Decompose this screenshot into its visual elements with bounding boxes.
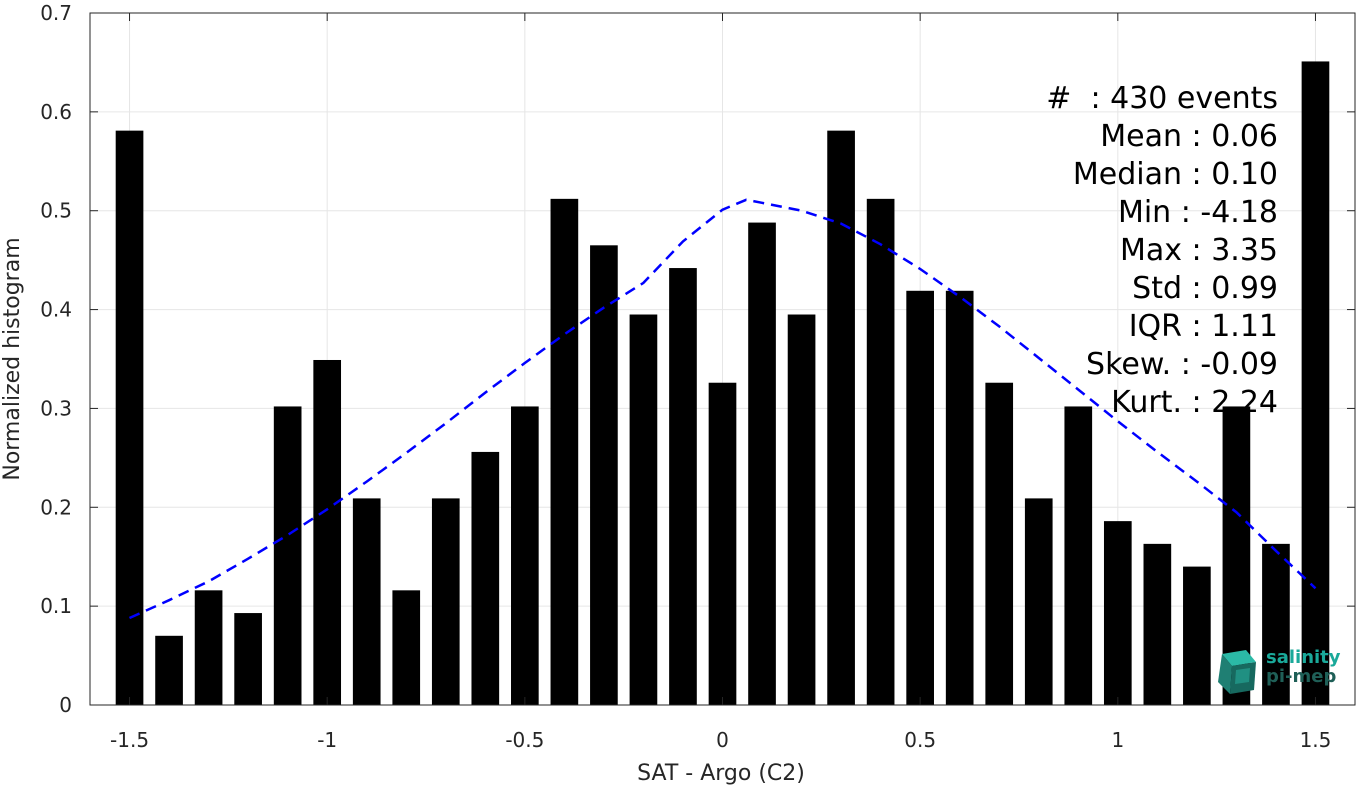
- histogram-bar: [1103, 521, 1132, 705]
- histogram-bar: [1024, 498, 1053, 705]
- stat-value: 1.11: [1211, 309, 1278, 344]
- histogram-bar: [906, 290, 934, 705]
- stat-key: Std: [1132, 271, 1192, 306]
- x-tick-label: -1.5: [110, 728, 149, 752]
- histogram-bar: [708, 382, 737, 705]
- y-tick-label: 0: [59, 693, 72, 717]
- histogram-bar: [194, 590, 223, 705]
- stat-key: Mean: [1100, 119, 1192, 154]
- histogram-bar: [748, 222, 776, 705]
- histogram-bar: [945, 290, 974, 705]
- histogram-bar: [234, 613, 262, 705]
- histogram-bar: [155, 635, 183, 705]
- stat-key: Median: [1072, 157, 1192, 192]
- logo-line1: salinity: [1266, 647, 1341, 668]
- stat-key: Max: [1119, 233, 1192, 268]
- histogram-bar: [827, 130, 855, 705]
- histogram-bar: [1183, 566, 1211, 705]
- stat-key: Skew.: [1086, 347, 1181, 382]
- histogram-bar: [1301, 61, 1330, 705]
- stat-value: 3.35: [1211, 233, 1278, 268]
- y-axis-label: Normalized histogram: [0, 237, 25, 480]
- x-tick-label: -1: [317, 728, 337, 752]
- histogram-bar: [669, 268, 697, 705]
- stat-value: 0.10: [1211, 157, 1278, 192]
- stat-value: -4.18: [1200, 195, 1278, 230]
- stat-key: #: [1046, 81, 1091, 116]
- stat-row: Mean : 0.06: [1046, 118, 1278, 156]
- stat-value: 2.24: [1211, 385, 1278, 420]
- y-tick-label: 0.3: [40, 396, 72, 420]
- y-tick-label: 0.7: [40, 1, 72, 25]
- histogram-bar: [352, 498, 381, 705]
- x-axis-label: SAT - Argo (C2): [637, 761, 805, 786]
- x-tick-label: -0.5: [505, 728, 544, 752]
- stat-row: Min : -4.18: [1046, 194, 1278, 232]
- histogram-bar: [313, 359, 342, 705]
- stat-separator: :: [1090, 81, 1111, 116]
- stat-separator: :: [1191, 119, 1212, 154]
- histogram-bar: [115, 130, 144, 705]
- stat-key: Min: [1117, 195, 1181, 230]
- histogram-bar: [392, 590, 421, 705]
- histogram-bar: [1143, 543, 1172, 705]
- histogram-bar: [431, 498, 460, 705]
- statistics-box: # : 430 events Mean : 0.06 Median : 0.10 Mi…: [1046, 80, 1278, 422]
- stat-value: 0.99: [1211, 271, 1278, 306]
- stat-row: Kurt. : 2.24: [1046, 384, 1278, 422]
- histogram-bar: [511, 406, 539, 705]
- stat-key: IQR: [1128, 309, 1192, 344]
- x-tick-label: 0.5: [904, 728, 936, 752]
- x-tick-label: 0: [716, 728, 729, 752]
- salinity-cube-icon: [1218, 650, 1256, 694]
- stat-separator: :: [1191, 385, 1212, 420]
- bars-layer: [115, 61, 1330, 706]
- histogram-bar: [985, 382, 1014, 705]
- stat-value: 430 events: [1110, 81, 1278, 116]
- stat-row: # : 430 events: [1046, 80, 1278, 118]
- y-tick-label: 0.2: [40, 495, 72, 519]
- ticks-layer: -1.5 -1 -0.5 0 0.5 1 1.5 0 0.1 0.2 0.3 0.4 0.5 0.6 0.7: [40, 1, 1355, 752]
- histogram-bar: [590, 245, 618, 706]
- histogram-bar: [1262, 543, 1290, 705]
- stat-separator: :: [1191, 233, 1212, 268]
- histogram-bar: [471, 451, 500, 705]
- y-tick-label: 0.4: [40, 298, 72, 322]
- histogram-bar: [787, 314, 816, 705]
- stat-value: -0.09: [1200, 347, 1278, 382]
- stat-separator: :: [1191, 309, 1212, 344]
- stat-separator: :: [1191, 271, 1212, 306]
- stat-row: Median : 0.10: [1046, 156, 1278, 194]
- salinity-pi-mep-logo: salinity pi-mep: [1216, 648, 1346, 696]
- stat-value: 0.06: [1211, 119, 1278, 154]
- histogram-bar: [629, 314, 658, 705]
- logo-line2: pi-mep: [1266, 666, 1337, 687]
- stat-row: IQR : 1.11: [1046, 308, 1278, 346]
- stat-separator: :: [1191, 157, 1212, 192]
- stat-separator: :: [1180, 347, 1201, 382]
- stat-row: Std : 0.99: [1046, 270, 1278, 308]
- x-tick-label: 1.5: [1300, 728, 1332, 752]
- stat-row: Max : 3.35: [1046, 232, 1278, 270]
- stat-separator: :: [1180, 195, 1201, 230]
- stat-row: Skew. : -0.09: [1046, 346, 1278, 384]
- stat-key: Kurt.: [1111, 385, 1192, 420]
- histogram-bar: [550, 198, 579, 705]
- y-tick-label: 0.1: [40, 594, 72, 618]
- histogram-bar: [866, 198, 895, 705]
- fit-layer: [128, 198, 1317, 620]
- y-tick-label: 0.5: [40, 199, 72, 223]
- histogram-bar: [273, 406, 302, 705]
- y-tick-label: 0.6: [40, 100, 72, 124]
- gaussian-fit-line: [128, 198, 1317, 620]
- histogram-bar: [1064, 406, 1093, 705]
- x-tick-label: 1: [1111, 728, 1124, 752]
